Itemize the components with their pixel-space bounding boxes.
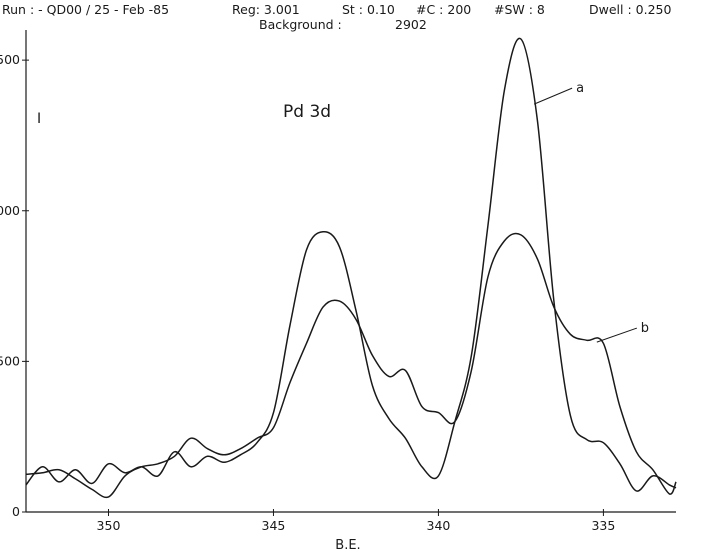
- annotation-label-a: a: [576, 81, 584, 96]
- x-tick-label: 335: [591, 518, 615, 533]
- y-axis-label: I: [37, 111, 41, 127]
- annotation-leader-a: [533, 87, 573, 105]
- annotation-leader-b: [596, 327, 637, 343]
- series-line-a: [25, 37, 677, 492]
- background-label: Background :: [259, 17, 342, 32]
- step-label: St : 0.10: [342, 2, 395, 17]
- y-tick-label: 500: [0, 353, 20, 368]
- x-axis-label: B.E.: [335, 538, 360, 552]
- sweeps-label: #SW : 8: [494, 2, 545, 17]
- x-tick-label: 350: [97, 518, 121, 533]
- run-label: Run : - QD00 / 25 - Feb -85: [2, 2, 170, 17]
- x-tick-label: 345: [262, 518, 286, 533]
- axes: [25, 30, 676, 513]
- dwell-label: Dwell : 0.250: [589, 2, 672, 17]
- y-tick-label: 0: [12, 504, 20, 519]
- chart-labels: a b Pd 3d I B.E.: [37, 81, 649, 552]
- annotation-label-b: b: [641, 321, 649, 336]
- cycles-label: #C : 200: [416, 2, 472, 17]
- background-value: 2902: [395, 17, 427, 32]
- region-label: Reg: 3.001: [232, 2, 300, 17]
- series-layer: [25, 37, 677, 499]
- x-tick-label: 340: [427, 518, 451, 533]
- chart-title: Pd 3d: [283, 102, 331, 122]
- y-tick-label: 1000: [0, 203, 20, 218]
- axis-ticks: 0 500 1000 1500 350 345 340 335: [0, 52, 615, 533]
- series-line-b: [25, 232, 677, 499]
- y-tick-label: 1500: [0, 52, 20, 67]
